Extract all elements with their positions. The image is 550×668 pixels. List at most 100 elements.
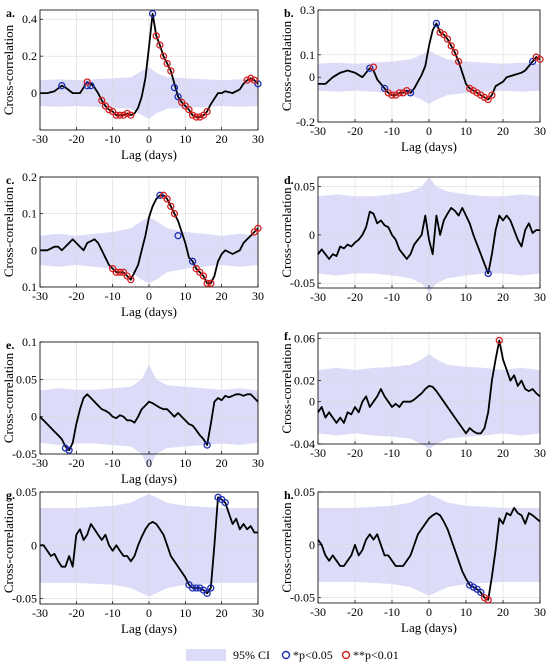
marker-p01 [98, 96, 106, 105]
y-tick-label: 0.3 [300, 3, 315, 17]
marker-p05 [174, 93, 182, 101]
marker-p05 [61, 444, 70, 452]
y-tick-label: 0.1 [300, 48, 315, 62]
x-tick-label: 10 [460, 446, 472, 460]
marker-p05 [203, 589, 211, 597]
y-tick-label: 0 [31, 243, 37, 257]
marker-p01 [395, 89, 404, 97]
x-axis-label: Lag (days) [121, 471, 177, 486]
marker-p01 [178, 98, 186, 106]
marker-p01 [159, 52, 168, 60]
x-tick-label: 20 [216, 606, 228, 620]
marker-p01 [192, 113, 200, 121]
x-tick-label: 30 [252, 606, 264, 620]
panel-d: -30 -20 -10 0 10 20 30 -0.05 0 0.05d.Cross-correl… [279, 173, 546, 304]
x-tick-label: 10 [460, 605, 472, 619]
y-tick-label: 0 [309, 228, 315, 242]
marker-p05 [188, 584, 197, 592]
x-tick-label: 0 [426, 446, 432, 460]
x-tick-label: 10 [460, 290, 472, 304]
x-tick-label: 0 [146, 456, 152, 470]
panel-h: -30 -20 -10 0 10 20 30 -0.05 0 0.05h.Cross-correl… [279, 485, 546, 635]
marker-p01 [196, 113, 204, 121]
y-tick-label: -0.05 [12, 447, 37, 461]
marker-p01 [127, 276, 135, 284]
y-tick-label: 0 [31, 410, 37, 424]
marker-p01 [536, 55, 544, 63]
marker-p05 [83, 82, 91, 90]
marker-p05 [366, 64, 374, 72]
y-tick-label: 0 [309, 395, 315, 409]
x-tick-label: 30 [534, 605, 546, 619]
legend-ci-swatch [186, 649, 226, 661]
panel-f: -30 -20 -10 0 10 20 30 -0.04 0 0.02 0.06f.Cross-co… [279, 329, 546, 460]
marker-p01 [127, 111, 135, 119]
x-tick-label: 10 [179, 132, 191, 146]
y-tick-label: 0 [309, 70, 315, 84]
x-axis-label: Lag (days) [121, 147, 177, 162]
panel-label: f. [284, 329, 291, 343]
y-tick-label: 0.05 [294, 485, 315, 499]
marker-p01 [188, 111, 197, 119]
marker-p01 [469, 86, 478, 95]
marker-p05 [87, 82, 95, 90]
marker-p01 [123, 272, 131, 280]
x-tick-label: -10 [105, 456, 121, 470]
marker-p01 [392, 91, 400, 99]
marker-p01 [152, 32, 160, 40]
marker-p01 [112, 268, 120, 276]
x-tick-label: -20 [347, 124, 363, 138]
y-axis-label: Cross-correlation [1, 502, 16, 593]
marker-p01 [466, 84, 474, 93]
marker-p01 [447, 42, 455, 50]
marker-p01 [109, 265, 117, 273]
panel-e: -30 -20 -10 0 10 20 30 -0.05 0 0.05 0.1 e.Cross-cor… [1, 335, 264, 486]
marker-p01 [163, 195, 171, 203]
marker-p01 [181, 102, 189, 110]
y-axis-label: Cross-correlation [279, 20, 294, 111]
marker-p05 [65, 446, 73, 454]
x-tick-label: -30 [32, 289, 48, 303]
marker-p01 [119, 111, 128, 119]
marker-p01 [203, 279, 211, 287]
x-tick-label: 0 [426, 124, 432, 138]
legend-p01-icon [341, 650, 351, 660]
y-axis-label: Cross-correlation [1, 24, 16, 115]
x-tick-label: -30 [310, 446, 326, 460]
marker-p01 [123, 109, 131, 118]
marker-p01 [451, 48, 459, 57]
x-tick-label: 10 [179, 289, 191, 303]
series-line [317, 507, 541, 601]
marker-p01 [83, 78, 91, 86]
marker-p01 [156, 41, 164, 49]
marker-p01 [477, 91, 485, 99]
marker-p01 [473, 89, 481, 97]
x-tick-label: 20 [497, 446, 509, 460]
x-axis-label: Lag (days) [121, 621, 177, 636]
marker-p01 [243, 76, 251, 84]
y-tick-label: -0.05 [290, 591, 315, 605]
marker-p05 [214, 493, 222, 501]
legend: 95% CI *p<0.05 **p<0.01 [186, 648, 399, 662]
y-tick-label: 0.02 [294, 374, 315, 388]
x-tick-label: 20 [216, 456, 228, 470]
series-line [39, 393, 259, 452]
y-tick-label: 0.1 [22, 280, 37, 294]
y-tick-label: 0 [309, 538, 315, 552]
marker-p01 [207, 279, 215, 287]
y-tick-label: 0 [31, 538, 37, 552]
x-tick-label: -30 [32, 132, 48, 146]
panel-label: e. [6, 338, 14, 352]
marker-p05 [221, 499, 229, 507]
marker-p01 [105, 106, 113, 114]
marker-p01 [403, 86, 411, 95]
marker-p01 [254, 224, 262, 232]
y-tick-label: 0.2 [22, 49, 37, 63]
marker-p05 [156, 191, 164, 199]
marker-p05 [196, 584, 204, 592]
y-tick-label: 0.05 [294, 180, 315, 194]
marker-p01 [480, 93, 489, 102]
marker-p05 [170, 83, 179, 92]
marker-p01 [199, 111, 208, 119]
